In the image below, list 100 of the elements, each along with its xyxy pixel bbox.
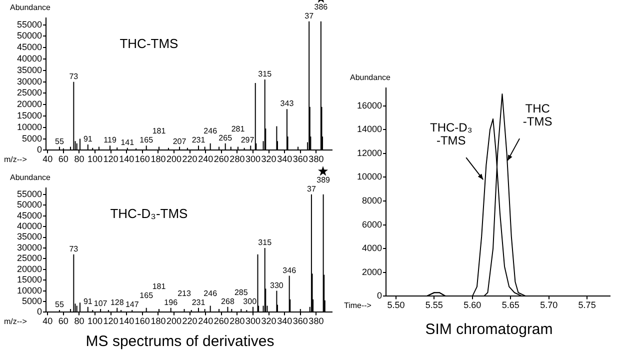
- x-tick-label: 60: [58, 154, 68, 164]
- x-tick-label: 220: [182, 316, 198, 326]
- x-tick-label: 180: [150, 154, 166, 164]
- annotation: 55: [55, 136, 64, 146]
- x-tick-label: 40: [42, 316, 53, 326]
- y-tick-label: 40000: [16, 54, 42, 64]
- y-tick-label: 16000: [356, 100, 382, 110]
- x-tick-label: 240: [198, 316, 214, 326]
- annotation: 346: [282, 266, 297, 275]
- y-tick-label: 45000: [16, 42, 42, 52]
- x-tick-label: 5.75: [578, 300, 596, 310]
- y-tick-label: 0: [377, 290, 382, 301]
- annotation: 91: [83, 134, 93, 144]
- x-tick-label: 140: [119, 154, 134, 164]
- x-axis-title: m/z-->: [4, 155, 28, 164]
- y-tick-label: 8000: [362, 196, 382, 206]
- annotation: 91: [83, 296, 93, 306]
- y-tick-label: 55000: [16, 188, 42, 199]
- y-tick-label: 6000: [362, 219, 382, 230]
- annotation: 213: [178, 288, 192, 298]
- y-tick-label: 0: [37, 144, 42, 155]
- annotation: 315: [258, 70, 272, 79]
- y-tick-label: 10000: [16, 122, 42, 132]
- annotation: 73: [69, 72, 79, 81]
- y-tick-label: 5000: [22, 296, 42, 306]
- annotation: 285: [234, 288, 248, 297]
- annotation: 265: [218, 133, 233, 142]
- annotation: 181: [152, 126, 166, 136]
- x-tick-label: 100: [87, 154, 103, 164]
- y-tick-label: 25000: [16, 88, 42, 98]
- y-tick-label: 20000: [16, 99, 42, 110]
- y-tick-label: 0: [37, 306, 42, 317]
- x-tick-label: 140: [119, 316, 134, 326]
- x-tick-label: 60: [58, 316, 68, 326]
- y-tick-label: 30000: [16, 242, 42, 252]
- annotation: THC-D₃ -TMS: [430, 120, 472, 148]
- y-tick-label: 35000: [16, 64, 42, 75]
- annotation: 141: [120, 138, 135, 147]
- x-tick-label: 220: [182, 154, 198, 164]
- x-tick-label: 5.70: [540, 300, 558, 310]
- annotation: 246: [204, 288, 218, 298]
- annotation: 37: [307, 184, 316, 194]
- annotation: THC -TMS: [522, 102, 552, 129]
- y-axis-title: Abundance: [10, 3, 52, 12]
- x-axis-title: Time-->: [344, 301, 372, 310]
- text: THC-TMS: [120, 36, 179, 51]
- x-tick-label: 380: [308, 316, 324, 326]
- y-tick-label: 12000: [356, 148, 382, 158]
- annotation: 246: [204, 126, 218, 136]
- y-tick-label: 25000: [16, 253, 42, 264]
- x-tick-label: 5.50: [387, 300, 405, 310]
- x-tick-label: 160: [134, 316, 150, 326]
- annotation: 231: [192, 298, 206, 307]
- x-tick-label: 280: [230, 316, 245, 326]
- annotation: 330: [270, 280, 284, 290]
- annotation: 55: [55, 300, 64, 310]
- annotation: 128: [110, 298, 124, 307]
- y-tick-label: 35000: [16, 232, 42, 242]
- x-tick-label: 5.55: [425, 300, 443, 310]
- x-tick-label: 260: [214, 154, 229, 164]
- x-axis-title: m/z-->: [4, 317, 28, 326]
- x-tick-label: 200: [166, 316, 182, 326]
- y-tick-label: 10000: [356, 172, 382, 182]
- annotation: 196: [164, 298, 178, 307]
- y-tick-label: 4000: [362, 243, 382, 254]
- y-axis-title: Abundance: [350, 73, 392, 82]
- y-tick-label: 20000: [16, 264, 42, 274]
- annotation: 165: [140, 136, 154, 145]
- annotation: 73: [69, 244, 79, 254]
- y-tick-label: 10000: [16, 285, 42, 296]
- x-tick-label: 340: [277, 154, 292, 164]
- y-tick-label: 55000: [16, 19, 42, 30]
- y-tick-label: 45000: [16, 210, 42, 220]
- annotation: 297: [240, 136, 255, 145]
- annotation: 386: [314, 2, 328, 12]
- x-tick-label: 300: [245, 316, 261, 326]
- x-tick-label: 320: [261, 316, 276, 326]
- annotation: 343: [280, 99, 294, 108]
- annotation: 389: [316, 175, 331, 184]
- annotation: 281: [231, 124, 246, 134]
- annotation: 119: [104, 136, 117, 145]
- x-tick-label: 380: [308, 154, 324, 164]
- y-tick-label: 50000: [16, 200, 42, 210]
- y-tick-label: 30000: [16, 76, 42, 86]
- text: SIM chromatogram: [425, 321, 553, 338]
- annotation: 207: [172, 136, 187, 146]
- x-tick-label: 5.65: [502, 300, 520, 310]
- annotation: 268: [221, 296, 235, 306]
- annotation: 37: [304, 11, 314, 20]
- text: THC-D₃-TMS: [110, 206, 188, 221]
- annotation: 107: [94, 298, 108, 308]
- y-tick-label: 15000: [16, 274, 42, 285]
- x-tick-label: 120: [103, 154, 118, 164]
- x-tick-label: 200: [166, 154, 182, 164]
- x-tick-label: 180: [150, 316, 166, 326]
- y-tick-label: 50000: [16, 30, 42, 41]
- y-tick-label: 14000: [356, 124, 382, 134]
- annotation: 315: [258, 238, 272, 247]
- y-tick-label: 2000: [362, 266, 382, 277]
- x-tick-label: 360: [292, 316, 308, 326]
